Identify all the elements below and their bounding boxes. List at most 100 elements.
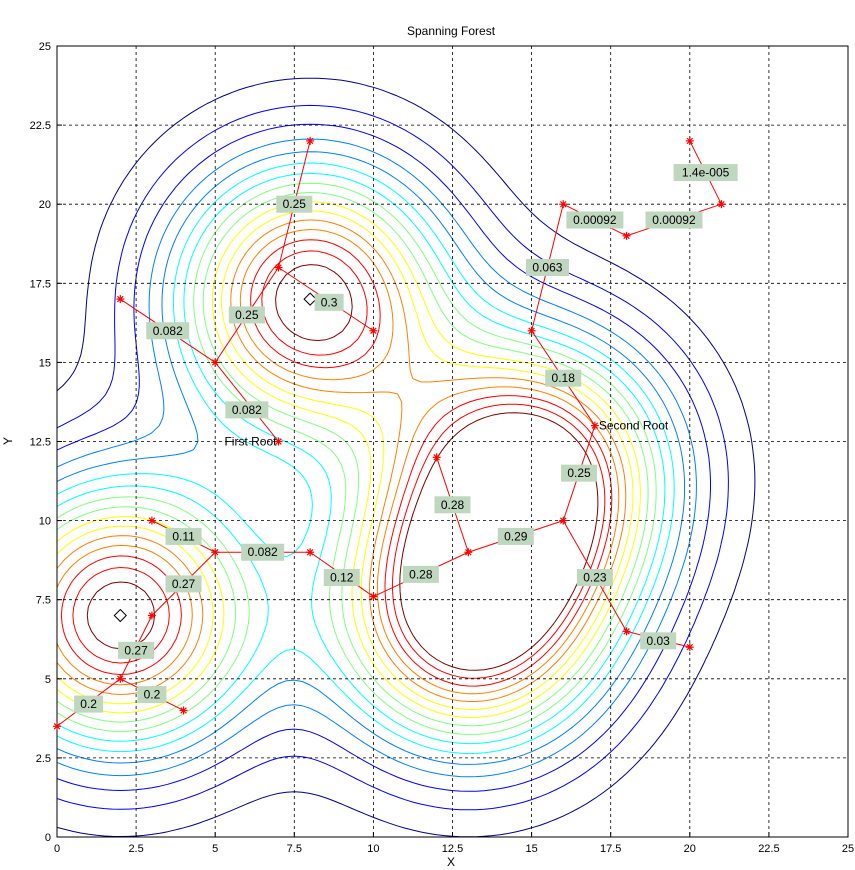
x-tick-label: 20 [684,843,696,855]
root-labels: First Root Second Root [224,419,668,449]
peak-marker [113,608,127,623]
contour-line [60,239,613,687]
svg-text:0.082: 0.082 [248,545,278,559]
svg-text:0.2: 0.2 [144,688,161,702]
svg-text:0.082: 0.082 [153,324,183,338]
contour-line [57,201,641,718]
x-tick-label: 15 [525,843,537,855]
y-tick-label: 15 [39,357,51,369]
forest-node [464,548,473,557]
x-axis-label: X [447,855,455,869]
forest-node [369,326,378,335]
forest-node [717,200,726,209]
contour-line [57,192,649,727]
y-tick-label: 20 [39,199,51,211]
x-tick-label: 10 [367,843,379,855]
edge-weight-label: 0.25 [276,195,313,213]
contour-line [57,162,675,755]
root-label: First Root [224,435,277,449]
root-label: Second Root [599,419,669,433]
svg-text:0.27: 0.27 [172,577,196,591]
edge-weight-label: 0.063 [525,258,569,276]
svg-text:0.03: 0.03 [646,634,670,648]
edge-labels: 0.2 0.2 0.27 0.27 0.11 0.082 0.12 0.28 0.28 0.29 0… [74,164,738,713]
y-tick-label: 22.5 [30,120,51,132]
contour-line [57,104,729,811]
forest-node [559,200,568,209]
forest-node [53,722,61,731]
forest-node [116,295,125,304]
chart-title: Spanning Forest [407,24,496,38]
tick-layer: 0 2.5 5 7.5 10 12.5 15 17.5 20 22.5 25 0 2.5 5 7.5 10 12… [30,41,855,855]
y-tick-label: 25 [39,41,51,53]
edge-weight-label: 0.27 [165,575,202,593]
edge-weight-label: 0.00092 [645,211,703,229]
y-tick-label: 7.5 [36,595,51,607]
forest-node [432,453,441,462]
svg-text:0.00092: 0.00092 [652,213,696,227]
svg-text:1.4e-005: 1.4e-005 [682,166,730,180]
forest-nodes [53,136,726,731]
forest-node [590,421,599,430]
x-tick-label: 25 [842,843,854,855]
forest-node [622,231,631,240]
svg-text:0.28: 0.28 [441,498,465,512]
x-tick-label: 12.5 [442,843,463,855]
svg-text:0.27: 0.27 [124,643,148,657]
contour-layer [57,77,756,837]
forest-node [369,592,378,601]
edge-weight-label: 0.28 [402,565,439,583]
peak-markers [113,292,317,623]
x-tick-label: 2.5 [128,843,143,855]
edge-weight-label: 0.082 [241,543,285,561]
y-tick-label: 0 [45,832,51,844]
y-tick-label: 17.5 [30,278,51,290]
contour-line [57,172,666,745]
edge-weight-label: 0.25 [228,306,265,324]
forest-node [179,706,188,715]
contour-line [57,77,756,837]
svg-text:0.29: 0.29 [504,529,528,543]
contour-line [57,210,634,710]
edge-weight-label: 1.4e-005 [673,164,738,182]
edge-weight-label: 0.12 [323,569,360,587]
edge-weight-label: 0.082 [146,322,190,340]
edge-weight-label: 0.2 [137,686,167,704]
svg-text:0.23: 0.23 [583,571,607,585]
forest-node [685,136,694,145]
y-axis-label: Y [1,437,15,445]
svg-text:0.063: 0.063 [532,260,562,274]
contour-line [57,182,657,735]
y-tick-label: 2.5 [36,753,51,765]
edge-weight-label: 0.29 [497,527,534,545]
contour-line [57,138,697,778]
svg-text:0.28: 0.28 [409,567,433,581]
svg-text:0.2: 0.2 [80,697,97,711]
contour-line [72,250,606,679]
forest-node [211,358,220,367]
svg-text:0.25: 0.25 [283,197,307,211]
x-tick-label: 7.5 [287,843,302,855]
contour-line [57,123,711,792]
x-tick-label: 17.5 [600,843,621,855]
edge-weight-label: 0.11 [165,527,202,545]
edge-weight-label: 0.25 [561,464,598,482]
forest-edges [56,140,722,727]
forest-node [147,611,156,620]
contour-line [57,219,627,702]
svg-text:0.3: 0.3 [321,295,338,309]
forest-node [274,437,283,446]
edge-weight-label: 0.18 [545,369,582,387]
edge-weight-label: 0.03 [640,632,677,650]
peak-marker [303,292,317,306]
svg-text:0.12: 0.12 [330,571,354,585]
x-tick-label: 0 [54,843,60,855]
svg-text:0.18: 0.18 [552,371,576,385]
forest-node [306,136,315,145]
x-tick-label: 22.5 [758,843,779,855]
forest-node [147,516,156,525]
contour-line [57,229,620,695]
svg-text:0.00092: 0.00092 [573,213,617,227]
contour-line [86,264,599,671]
